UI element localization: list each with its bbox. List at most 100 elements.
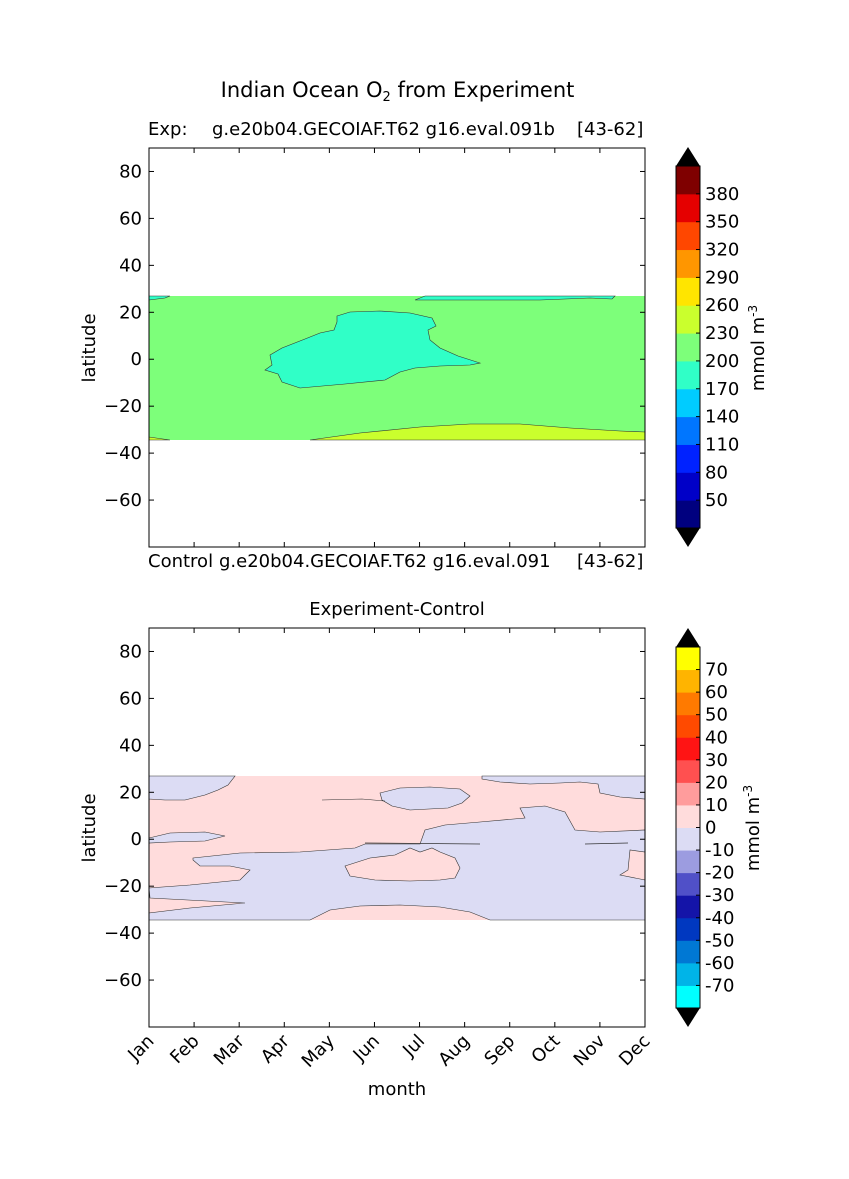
- colorbar-tick-label: 290: [705, 267, 739, 288]
- colorbar-tick-label: 320: [705, 240, 739, 261]
- colorbar-extend-low: [676, 528, 700, 547]
- colorbar-tick-label: -60: [705, 953, 734, 974]
- panel2-xlabel: month: [368, 1079, 426, 1100]
- colorbar-cell: [676, 872, 700, 896]
- colorbar-extend-high: [676, 147, 700, 166]
- panel2-ylabel: latitude: [79, 793, 100, 862]
- colorbar-tick-label: 70: [705, 660, 728, 681]
- colorbar-cell: [676, 850, 700, 874]
- y-tick-label: 60: [119, 208, 142, 229]
- y-tick-label: −40: [104, 443, 142, 464]
- y-tick-label: 0: [131, 349, 142, 370]
- y-tick-label: −20: [104, 876, 142, 897]
- y-tick-label: 40: [119, 735, 142, 756]
- control-center-label: g.e20b04.GECOIAF.T62 g16.eval.091: [219, 551, 551, 572]
- y-tick-label: 0: [131, 829, 142, 850]
- x-tick-label: Oct: [527, 1031, 564, 1068]
- colorbar-tick-label: 200: [705, 351, 739, 372]
- colorbar-cell: [676, 917, 700, 941]
- colorbar-cell: [676, 166, 700, 195]
- colorbar-tick-label: -40: [705, 908, 734, 929]
- colorbar-cell: [676, 985, 700, 1009]
- colorbar-tick-label: 350: [705, 212, 739, 233]
- control-left-label: Control: [148, 551, 214, 572]
- colorbar-cell: [676, 669, 700, 693]
- colorbar-cell: [676, 895, 700, 919]
- colorbar-tick-label: 170: [705, 379, 739, 400]
- colorbar-tick-label: -70: [705, 975, 734, 996]
- panel1-ylabel: latitude: [79, 313, 100, 382]
- colorbar-tick-label: 80: [705, 462, 728, 483]
- panel2-plot: 80 60 40 20 0 −20 −40 −60 Jan Feb Mar Apr May Jun Jul…: [104, 627, 655, 1072]
- colorbar-tick-label: 140: [705, 407, 739, 428]
- y-tick-label: 20: [119, 782, 142, 803]
- x-tick-label: Nov: [570, 1030, 610, 1070]
- x-tick-label: Jul: [398, 1031, 429, 1062]
- y-tick-label: −60: [104, 490, 142, 511]
- figure-title: Indian Ocean O2 from Experiment: [220, 78, 575, 105]
- x-tick-label: Apr: [257, 1030, 294, 1067]
- colorbar-cell: [676, 416, 700, 445]
- x-tick-label: Feb: [166, 1031, 203, 1068]
- colorbar-cell: [676, 962, 700, 986]
- x-tick-label: Mar: [210, 1030, 249, 1069]
- panel2-region-negative-nw: [148, 775, 236, 801]
- colorbar-cell: [676, 277, 700, 306]
- colorbar-cell: [676, 305, 700, 334]
- colorbar2-units: mmol m-3: [741, 785, 764, 871]
- y-tick-label: −40: [104, 923, 142, 944]
- colorbar-tick-label: -30: [705, 885, 734, 906]
- panel1-left-label: Exp:: [148, 119, 188, 140]
- x-tick-label: May: [298, 1030, 339, 1071]
- colorbar-cell: [676, 249, 700, 278]
- panel1-plot: 80 60 40 20 0 −20 −40 −60: [104, 147, 646, 548]
- control-right-label: [43-62]: [577, 551, 644, 572]
- y-tick-label: −20: [104, 396, 142, 417]
- y-tick-label: 80: [119, 161, 142, 182]
- colorbar-cell: [676, 360, 700, 390]
- colorbar-extend-low: [676, 1008, 700, 1027]
- colorbar-cell: [676, 827, 700, 851]
- y-tick-label: 20: [119, 302, 142, 323]
- colorbar-cell: [676, 804, 700, 828]
- colorbar-cell: [676, 193, 700, 223]
- colorbar-cell: [676, 759, 700, 783]
- colorbar-cell: [676, 737, 700, 761]
- x-tick-label: Sep: [480, 1031, 519, 1070]
- colorbar-tick-label: 380: [705, 184, 739, 205]
- panel1-center-label: g.e20b04.GECOIAF.T62 g16.eval.091b: [212, 119, 555, 140]
- colorbar-cell: [676, 692, 700, 716]
- colorbar-cell: [676, 647, 700, 671]
- panel1-y-axis: 80 60 40 20 0 −20 −40 −60: [104, 161, 645, 511]
- colorbar-tick-label: -50: [705, 930, 734, 951]
- panel2-title: Experiment-Control: [309, 599, 485, 620]
- panel2-y-axis: 80 60 40 20 0 −20 −40 −60: [104, 641, 645, 991]
- colorbar-cell: [676, 714, 700, 738]
- colorbar-tick-label: 60: [705, 682, 728, 703]
- colorbar-1: 50 80 110 140 170 200 230 260 290 320 350 380: [675, 147, 739, 547]
- y-tick-label: 80: [119, 641, 142, 662]
- x-tick-label: Jan: [123, 1031, 158, 1066]
- colorbar-cell: [676, 333, 700, 362]
- colorbar1-units: mmol m-3: [746, 305, 769, 391]
- colorbar-cell: [676, 444, 700, 473]
- colorbar-tick-label: 10: [705, 795, 728, 816]
- colorbar-tick-label: 0: [705, 818, 716, 839]
- panel1-right-label: [43-62]: [577, 119, 644, 140]
- panel1-x-axis: [148, 148, 646, 547]
- y-tick-label: 40: [119, 255, 142, 276]
- colorbar-cell: [676, 221, 700, 251]
- colorbar-cell: [676, 388, 700, 418]
- y-tick-label: −60: [104, 970, 142, 991]
- colorbar-cell: [676, 472, 700, 501]
- colorbar-cell: [676, 940, 700, 964]
- y-tick-label: 60: [119, 688, 142, 709]
- x-tick-label: Dec: [615, 1031, 654, 1070]
- colorbar-tick-label: 20: [705, 772, 728, 793]
- x-tick-label: Jun: [349, 1031, 384, 1066]
- colorbar-tick-label: -20: [705, 863, 734, 884]
- colorbar-tick-label: 260: [705, 295, 739, 316]
- colorbar-tick-label: 110: [705, 434, 739, 455]
- colorbar-cell: [676, 500, 700, 529]
